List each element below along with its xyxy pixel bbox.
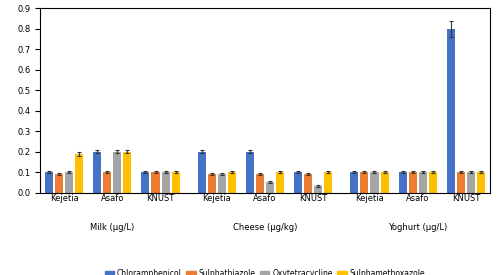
Bar xyxy=(124,152,132,192)
Bar xyxy=(45,172,53,192)
Bar xyxy=(428,172,437,192)
Bar xyxy=(457,172,465,192)
Bar xyxy=(162,172,170,192)
Bar xyxy=(350,172,358,192)
Text: Yoghurt (μg/L): Yoghurt (μg/L) xyxy=(388,223,448,232)
Bar xyxy=(408,172,416,192)
Bar xyxy=(467,172,475,192)
Bar xyxy=(246,152,254,192)
Bar xyxy=(370,172,378,192)
Bar xyxy=(104,172,112,192)
Bar xyxy=(228,172,236,192)
Bar xyxy=(324,172,332,192)
Bar xyxy=(114,152,122,192)
Bar xyxy=(304,174,312,192)
Text: Milk (μg/L): Milk (μg/L) xyxy=(90,223,134,232)
Bar xyxy=(380,172,388,192)
Bar xyxy=(398,172,406,192)
Bar xyxy=(142,172,150,192)
Bar xyxy=(172,172,179,192)
Text: Cheese (μg/kg): Cheese (μg/kg) xyxy=(233,223,297,232)
Bar xyxy=(55,174,63,192)
Bar xyxy=(93,152,102,192)
Bar xyxy=(294,172,302,192)
Bar xyxy=(314,186,322,192)
Bar xyxy=(266,182,274,192)
Bar xyxy=(276,172,284,192)
Bar xyxy=(256,174,264,192)
Bar xyxy=(477,172,485,192)
Bar xyxy=(152,172,160,192)
Bar xyxy=(65,172,73,192)
Bar xyxy=(360,172,368,192)
Bar xyxy=(447,29,455,192)
Legend: Chloramphenicol, Sulphathiazole, Oxytetracycline, Sulphamethoxazole: Chloramphenicol, Sulphathiazole, Oxytetr… xyxy=(102,266,428,275)
Bar xyxy=(418,172,426,192)
Bar xyxy=(218,174,226,192)
Bar xyxy=(198,152,205,192)
Bar xyxy=(75,154,83,192)
Bar xyxy=(208,174,216,192)
